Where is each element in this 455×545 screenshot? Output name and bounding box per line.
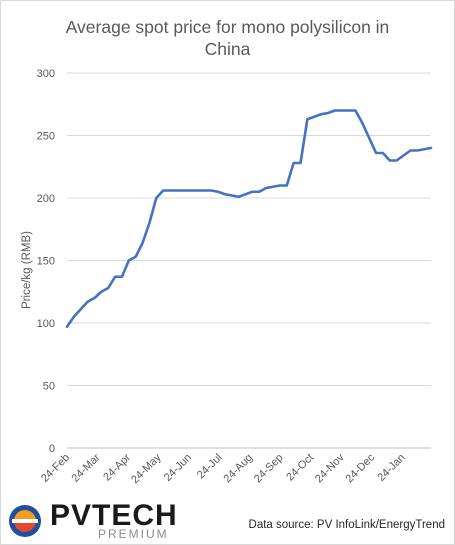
x-tick-label: 24-Jan	[375, 452, 407, 484]
y-tick-label: 200	[37, 193, 55, 205]
x-tick-label: 24-Jun	[162, 452, 194, 484]
x-tick-label: 24-Sep	[252, 452, 286, 486]
y-tick-label: 300	[37, 68, 55, 80]
y-tick-label: 0	[49, 443, 55, 455]
x-tick-label: 24-Dec	[344, 451, 378, 485]
x-tick-label: 24-Feb	[39, 452, 72, 485]
x-tick-label: 24-Mar	[69, 451, 102, 484]
x-tick-label: 24-Oct	[284, 452, 316, 484]
x-tick-label: 24-Apr	[101, 451, 133, 483]
y-axis-label: Price/kg (RMB)	[21, 231, 33, 309]
chart-title-line-2: China	[204, 39, 251, 59]
data-source-note: Data source: PV InfoLink/EnergyTrend	[248, 519, 445, 531]
pvtech-logo: PVTECH PREMIUM	[6, 498, 196, 542]
logo-wordmark: PVTECH	[50, 499, 178, 532]
chart-title-line-1: Average spot price for mono polysilicon …	[65, 17, 390, 37]
y-tick-label: 50	[43, 381, 55, 393]
x-tick-label: 24-Aug	[222, 452, 256, 486]
x-tick-label: 24-Nov	[313, 451, 347, 485]
series-line-0	[65, 109, 433, 329]
x-tick-label: 24-May	[129, 451, 164, 486]
y-tick-label: 250	[37, 131, 55, 143]
x-tick-label: 24-Jul	[195, 452, 225, 482]
logo-subtitle: PREMIUM	[98, 527, 169, 541]
y-tick-label: 150	[37, 256, 55, 268]
pvtech-logo-mark-icon	[9, 505, 41, 537]
y-tick-label: 100	[37, 318, 55, 330]
